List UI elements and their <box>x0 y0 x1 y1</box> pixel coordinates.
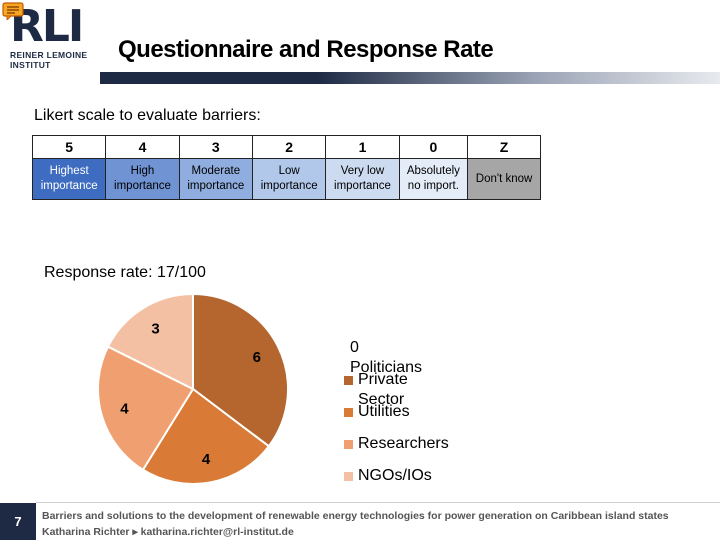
likert-num-2: 2 <box>251 135 327 159</box>
likert-num-5: 5 <box>31 135 107 159</box>
likert-label-row: Highest importance High importance Moderat… <box>31 158 541 200</box>
legend-swatch <box>344 472 353 481</box>
likert-heading: Likert scale to evaluate barriers: <box>34 107 261 124</box>
likert-label-2: Low importance <box>251 158 327 200</box>
pie-slice-private-sector <box>192 292 289 448</box>
logo-name: REINER LEMOINE INSTITUT <box>10 50 87 70</box>
legend-swatch <box>344 440 353 449</box>
legend-swatch <box>344 376 353 385</box>
likert-label-4: High importance <box>105 158 180 200</box>
pie-slice-utilities <box>141 387 271 485</box>
likert-num-0: 0 <box>398 135 469 159</box>
response-pie-chart: 6 4 4 3 <box>97 292 289 485</box>
response-rate-label: Response rate: 17/100 <box>44 264 206 281</box>
pie-data-label: 4 <box>120 400 129 417</box>
footer-author: Katharina Richter ▸ katharina.richter@rl… <box>42 526 294 538</box>
page-title: Questionnaire and Response Rate <box>118 36 494 63</box>
legend-label: Private Sector <box>358 371 408 408</box>
legend-label: 0 Politicians <box>350 339 423 376</box>
legend-label: Utilities <box>358 403 410 420</box>
likert-num-4: 4 <box>105 135 180 159</box>
likert-num-z: Z <box>467 135 541 159</box>
logo-name-line1: REINER LEMOINE <box>10 50 88 60</box>
slide-number: 7 <box>0 503 36 540</box>
likert-label-3: Moderate importance <box>178 158 253 200</box>
title-underline-bar <box>100 72 720 84</box>
likert-label-1: Very low importance <box>325 158 400 200</box>
likert-label-5: Highest importance <box>31 158 107 200</box>
likert-num-1: 1 <box>325 135 400 159</box>
footer-text: Barriers and solutions to the developmen… <box>42 508 669 540</box>
legend-label: Researchers <box>358 435 449 452</box>
logo-name-line2: INSTITUT <box>10 60 51 70</box>
legend-swatch <box>344 408 353 417</box>
comment-icon[interactable] <box>2 2 24 20</box>
likert-label-0: Absolutely no import. <box>398 158 469 200</box>
likert-num-3: 3 <box>178 135 253 159</box>
likert-scale-table: 5 4 3 2 1 0 Z Highest importance High impo… <box>31 135 541 200</box>
pie-data-label: 4 <box>202 451 211 468</box>
footer-title: Barriers and solutions to the developmen… <box>42 510 669 522</box>
legend-label: NGOs/IOs <box>358 467 432 484</box>
pie-data-label: 6 <box>253 349 261 366</box>
pie-data-label: 3 <box>151 320 159 337</box>
likert-number-row: 5 4 3 2 1 0 Z <box>31 135 541 159</box>
footer-divider <box>36 502 720 503</box>
pie-slice-ngos-ios <box>106 292 194 391</box>
likert-label-z: Don't know <box>467 158 541 200</box>
